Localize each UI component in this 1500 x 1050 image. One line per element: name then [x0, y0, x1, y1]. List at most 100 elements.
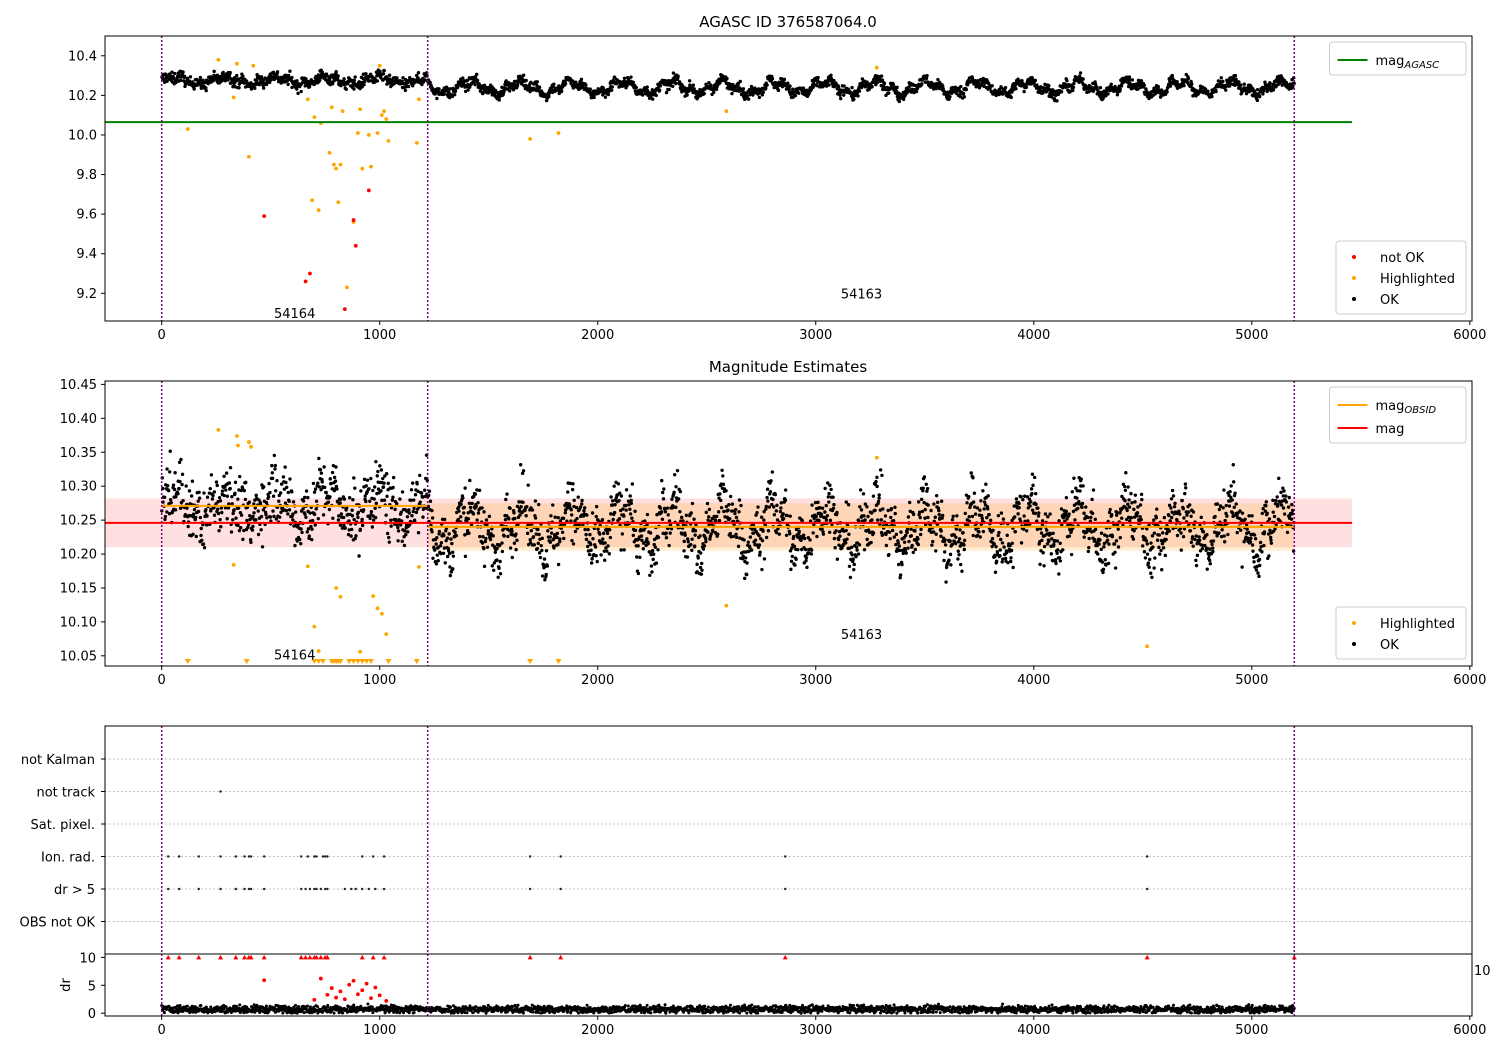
ok-point [714, 87, 719, 92]
y-tick-label: 9.2 [76, 287, 97, 302]
ok-point [948, 95, 952, 99]
ok-point [743, 97, 747, 102]
ok-point [1000, 560, 1004, 564]
ok-point [236, 523, 240, 528]
ok-point [913, 547, 918, 552]
ok-point [922, 500, 926, 505]
ok-point [753, 538, 758, 542]
ok-point [734, 532, 738, 537]
not-ok-point [308, 271, 312, 276]
ok-point [1261, 92, 1265, 96]
ok-point [398, 523, 403, 527]
highlighted-point [724, 109, 729, 114]
ok-point [463, 486, 467, 490]
ok-point [714, 519, 718, 523]
ok-point [701, 547, 706, 551]
highlighted-point [528, 137, 533, 141]
ok-point [1154, 515, 1159, 520]
ok-point [1030, 508, 1035, 512]
ok-point [974, 527, 978, 531]
ok-point [1081, 77, 1085, 81]
y-tick-label: 10.2 [68, 89, 97, 104]
ok-point [682, 539, 686, 544]
ok-point [630, 516, 634, 520]
ok-point [638, 555, 642, 560]
ok-point [1233, 73, 1238, 78]
ok-point [1118, 536, 1123, 540]
ok-point [463, 554, 468, 559]
ok-point [876, 499, 881, 504]
ok-point [679, 515, 684, 520]
ok-point [797, 529, 801, 534]
ok-point [639, 534, 644, 538]
ok-point [601, 537, 605, 541]
ok-point [393, 507, 397, 512]
ok-point [338, 523, 343, 527]
ok-point [914, 89, 919, 94]
ok-point [1058, 541, 1062, 545]
ok-point [1149, 541, 1153, 545]
ok-point [1116, 545, 1121, 549]
ok-point [419, 491, 424, 495]
ok-point [322, 485, 327, 490]
ok-point [754, 529, 758, 534]
ok-point [375, 79, 380, 83]
ok-point [633, 509, 637, 514]
ok-point [823, 510, 827, 514]
ok-point [363, 494, 367, 498]
ok-point [244, 480, 248, 485]
ok-point [176, 492, 180, 496]
ok-point [304, 515, 308, 520]
ok-point [857, 89, 862, 93]
ok-point [475, 78, 480, 83]
ok-point [270, 463, 274, 468]
ok-point [1129, 491, 1133, 496]
ok-point [1005, 533, 1009, 538]
ok-point [589, 542, 593, 547]
ok-point [204, 86, 208, 90]
ok-point [1140, 497, 1144, 502]
ok-point [286, 73, 291, 78]
ok-point [439, 551, 443, 556]
ok-point [923, 516, 927, 520]
ok-point [451, 567, 455, 571]
ok-point [435, 96, 439, 101]
ok-point [543, 578, 547, 582]
ok-point [430, 508, 434, 513]
ok-point [661, 497, 666, 501]
ok-point [259, 514, 264, 519]
ok-point [368, 499, 372, 503]
ok-point [750, 527, 754, 531]
ok-point [280, 506, 285, 510]
ok-point [354, 534, 358, 538]
ok-point [827, 83, 831, 87]
ok-point [442, 546, 447, 550]
ok-point [942, 550, 947, 554]
ok-point [984, 482, 988, 486]
ok-point [291, 512, 295, 516]
ok-point [1123, 484, 1127, 489]
ok-point [382, 498, 387, 502]
ok-point [347, 519, 351, 523]
ok-point [304, 77, 308, 81]
ok-point [496, 575, 500, 579]
ok-point [1132, 507, 1136, 512]
ok-point [570, 487, 575, 492]
ok-point [1155, 507, 1159, 511]
ok-point [906, 515, 911, 519]
ok-point [165, 79, 169, 83]
ok-point [629, 501, 634, 506]
ok-point [317, 456, 321, 461]
ok-point [312, 490, 317, 494]
ok-point [588, 532, 592, 537]
ok-point [584, 532, 588, 537]
ok-point [328, 477, 332, 481]
ok-point [462, 511, 466, 515]
x-tick-label: 2000 [581, 328, 614, 343]
ok-point [252, 511, 256, 515]
ok-point [649, 564, 654, 568]
ok-point [352, 87, 356, 91]
ok-point [1078, 71, 1083, 75]
ok-point [718, 492, 722, 496]
ok-point [698, 565, 703, 570]
